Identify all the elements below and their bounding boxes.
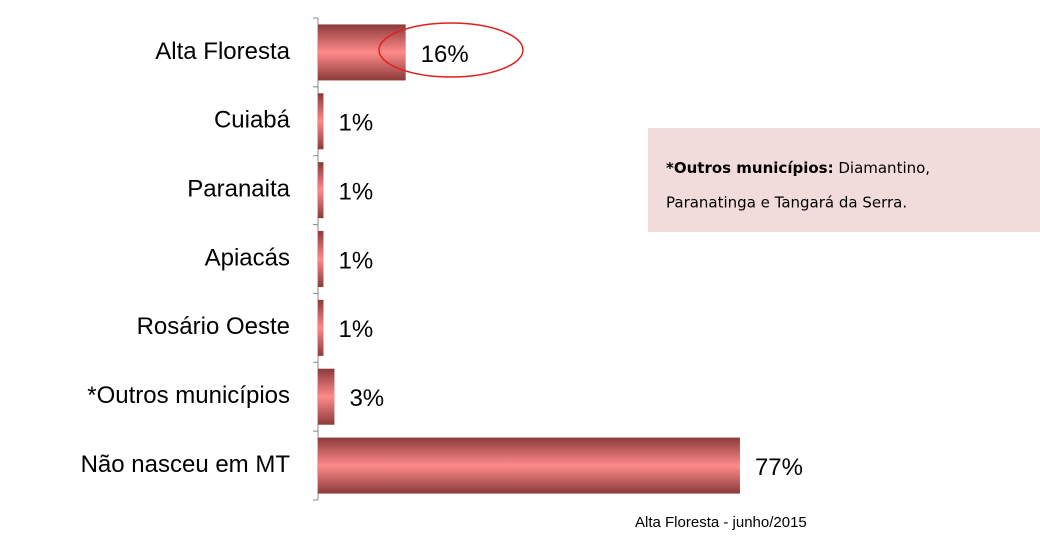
value-label: 1%	[338, 110, 373, 137]
note-bold: *Outros municípios:	[666, 159, 834, 177]
bar	[318, 437, 740, 494]
value-label: 16%	[421, 41, 469, 68]
bar	[318, 93, 324, 150]
footer: Alta Floresta - junho/2015	[635, 514, 807, 531]
bar	[318, 368, 335, 425]
note-box	[648, 128, 1040, 232]
category-label: Alta Floresta	[155, 38, 290, 65]
category-label: Apiacás	[205, 244, 290, 271]
category-label: Não nasceu em MT	[81, 451, 291, 478]
value-label: 1%	[338, 178, 373, 205]
category-label: Paranaita	[187, 175, 290, 202]
note-text: Diamantino,	[834, 159, 931, 177]
note-line: Paranatinga e Tangará da Serra.	[666, 194, 907, 212]
value-label: 1%	[338, 316, 373, 343]
bar	[318, 162, 324, 219]
value-label: 77%	[755, 454, 803, 481]
value-label: 3%	[349, 385, 384, 412]
value-label: 1%	[338, 247, 373, 274]
category-label: Cuiabá	[214, 107, 291, 134]
category-label: Rosário Oeste	[137, 313, 290, 340]
note-line: *Outros municípios: Diamantino,	[666, 159, 930, 177]
bar	[318, 299, 324, 356]
highlight-ellipse	[378, 22, 524, 78]
bar	[318, 24, 406, 81]
bar	[318, 231, 324, 287]
category-label: *Outros municípios	[87, 382, 290, 409]
